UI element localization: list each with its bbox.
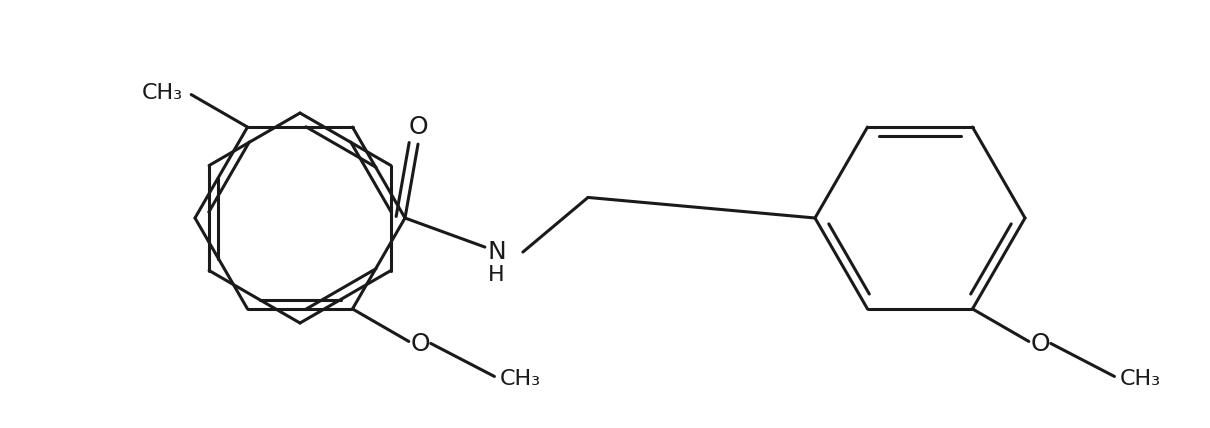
Text: N: N — [488, 240, 507, 264]
Text: H: H — [488, 265, 505, 285]
Text: O: O — [410, 333, 431, 357]
Text: CH₃: CH₃ — [1119, 369, 1160, 389]
Text: CH₃: CH₃ — [142, 83, 183, 103]
Text: CH₃: CH₃ — [500, 369, 541, 389]
Text: O: O — [1031, 333, 1050, 357]
Text: O: O — [408, 115, 428, 139]
